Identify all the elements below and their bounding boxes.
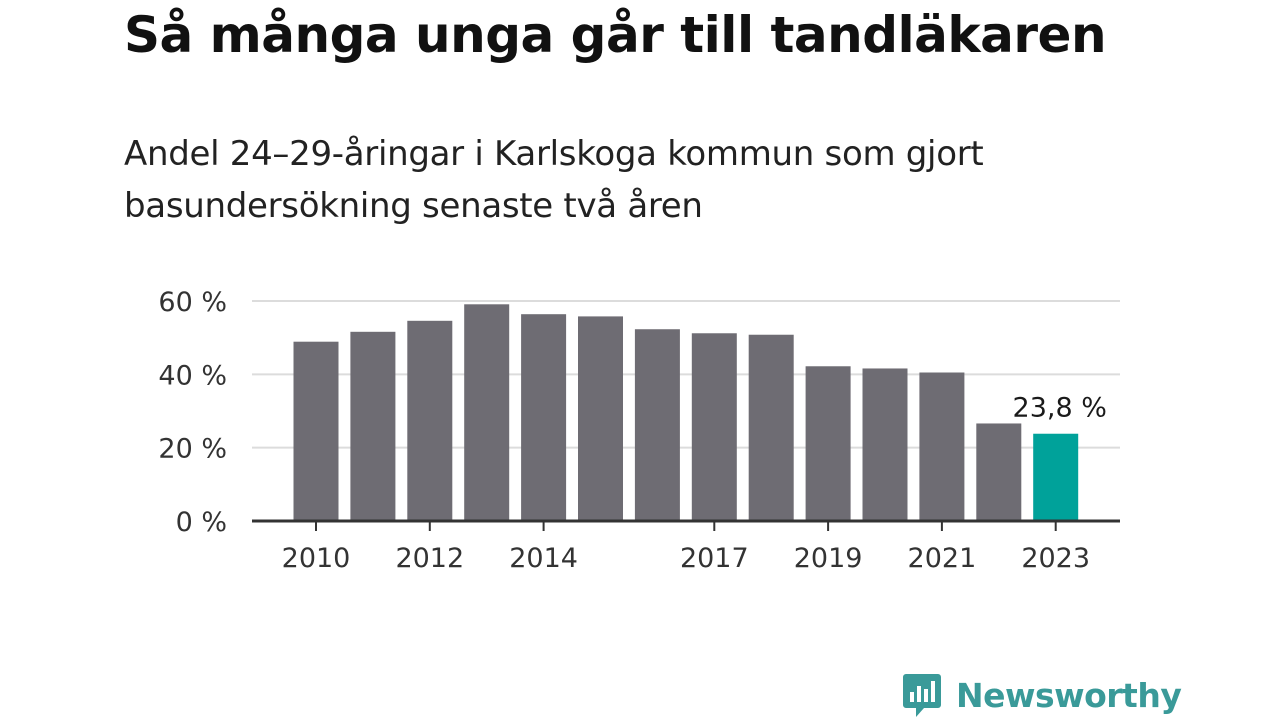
bar [919, 372, 965, 521]
bar [691, 333, 737, 521]
bar [407, 320, 453, 521]
y-tick-label: 0 % [176, 507, 227, 538]
bar [521, 314, 567, 521]
bar [748, 334, 794, 521]
bar [350, 331, 396, 521]
y-tick-label: 60 % [158, 287, 227, 318]
x-tick-label: 2021 [908, 543, 977, 574]
x-tick-label: 2012 [395, 543, 464, 574]
bar [976, 423, 1022, 521]
bar [862, 368, 908, 521]
data-label: 23,8 % [1013, 393, 1107, 424]
bar-chart: 0 % 20 % 40 % 60 % 2010 2012 2014 2017 2019 2021 2… [158, 287, 1120, 574]
bar [805, 366, 851, 521]
chart-title: Så många unga går till tandläkaren [124, 6, 1107, 64]
x-tick-label: 2014 [509, 543, 578, 574]
y-tick-label: 20 % [158, 434, 227, 465]
x-tick-label: 2017 [680, 543, 749, 574]
chart-subtitle: Andel 24–29-åringar i Karlskoga kommun s… [124, 134, 984, 226]
bar [1033, 433, 1079, 521]
bar [464, 304, 510, 521]
bar [293, 341, 339, 521]
bar [634, 329, 680, 521]
brand-logo: Newsworthy [902, 670, 1182, 720]
y-tick-label: 40 % [158, 360, 227, 391]
x-tick-label: 2019 [794, 543, 863, 574]
x-tick-label: 2023 [1021, 543, 1090, 574]
brand-name: Newsworthy [956, 675, 1182, 715]
bar [578, 316, 623, 521]
bar-chart-speech-bubble-icon [903, 674, 941, 717]
x-tick-label: 2010 [282, 543, 351, 574]
